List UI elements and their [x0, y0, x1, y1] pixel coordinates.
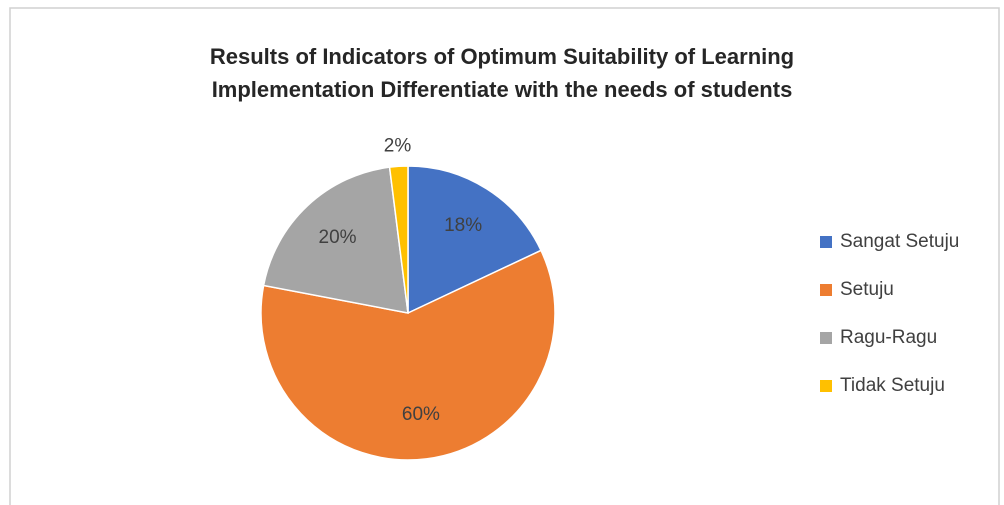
chart-title: Implementation Differentiate with the ne… — [212, 77, 793, 102]
chart-title: Results of Indicators of Optimum Suitabi… — [210, 44, 794, 69]
pie-slice — [262, 166, 409, 314]
data-label: 2% — [384, 135, 412, 156]
pie-slice — [388, 165, 409, 314]
legend-label: Sangat Setuju — [840, 231, 959, 252]
legend-label: Ragu-Ragu — [840, 327, 937, 348]
pie-slice — [260, 249, 556, 461]
legend-swatch — [820, 236, 832, 248]
legend-label: Tidak Setuju — [840, 375, 945, 396]
legend-swatch — [820, 332, 832, 344]
pie-slice — [407, 165, 543, 315]
data-label: 18% — [444, 215, 482, 236]
chart-frame — [9, 7, 1000, 505]
legend-swatch — [820, 284, 832, 296]
data-label: 60% — [402, 404, 440, 425]
legend-swatch — [820, 380, 832, 392]
legend-label: Setuju — [840, 279, 894, 300]
data-label: 20% — [319, 227, 357, 248]
